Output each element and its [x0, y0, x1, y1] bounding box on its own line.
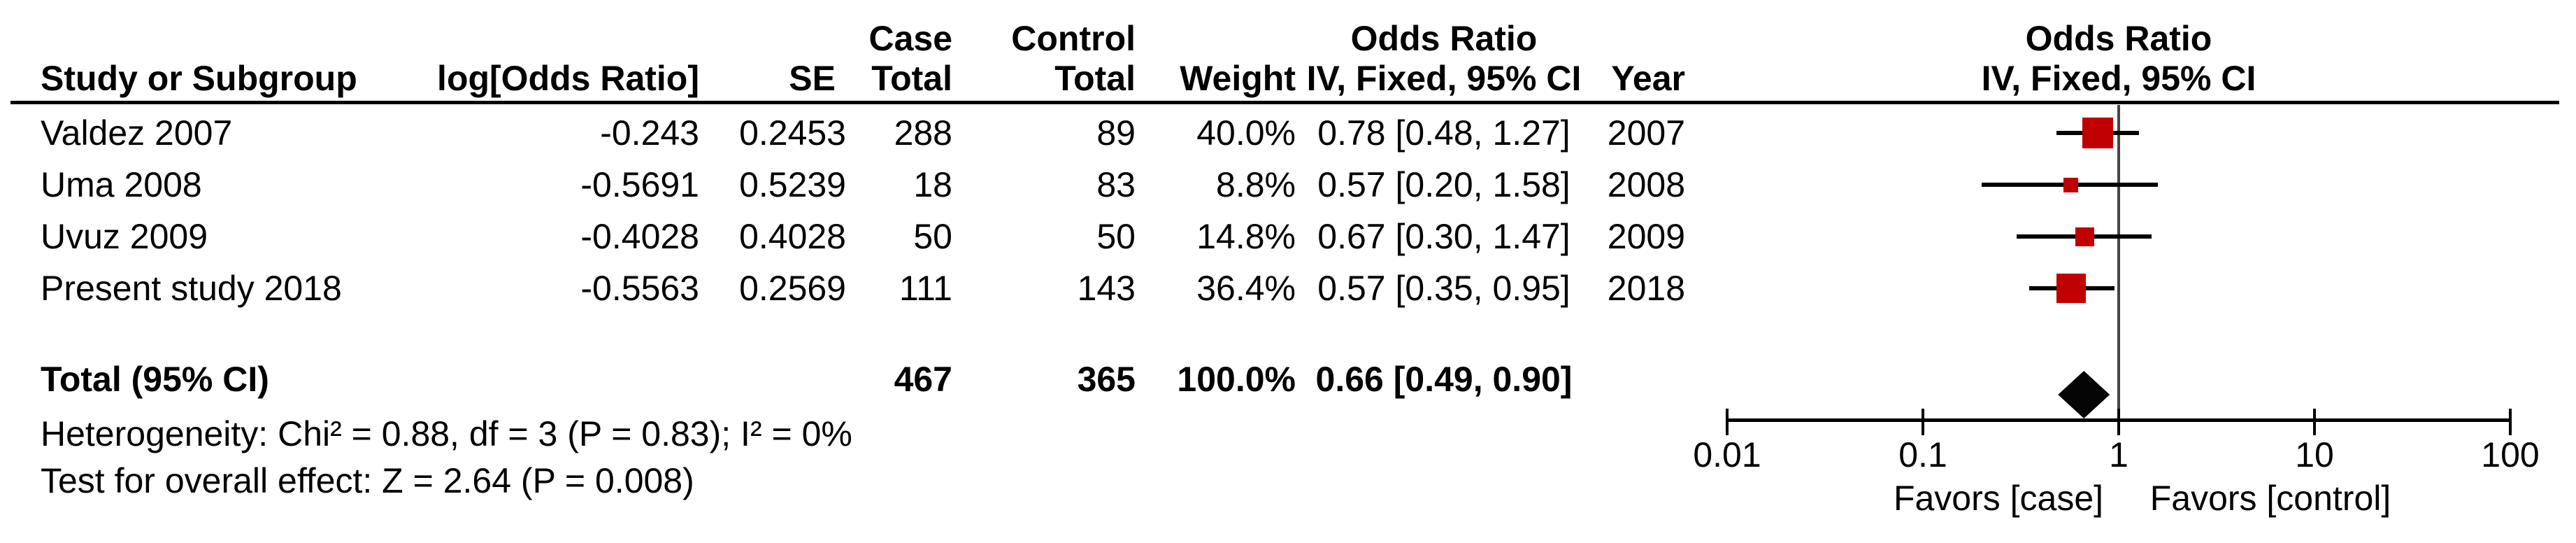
plot-header-or-ci: IV, Fixed, 95% CI	[1981, 59, 2256, 98]
row-log-or: -0.5691	[580, 165, 699, 204]
reference-line	[2117, 105, 2120, 420]
col-header-control-total: Total	[1054, 59, 1136, 98]
row-case-total: 111	[899, 269, 952, 308]
row-or-ci: 0.78 [0.48, 1.27]	[1317, 113, 1570, 153]
total-weight: 100.0%	[1177, 360, 1296, 399]
axis-tick-label-10: 10	[2295, 435, 2334, 474]
row-study-name: Uma 2008	[41, 165, 202, 204]
col-group-control: Control	[1011, 19, 1136, 58]
col-header-or-ci: IV, Fixed, 95% CI	[1306, 59, 1582, 98]
row-case-total: 18	[913, 165, 952, 204]
row-weight: 14.8%	[1196, 217, 1296, 256]
axis-tick-label-0.1: 0.1	[1898, 435, 1947, 474]
row-weight: 8.8%	[1216, 165, 1296, 204]
row-year: 2009	[1607, 217, 1685, 256]
axis-tick-100	[2509, 409, 2512, 435]
row-control-total: 50	[1096, 217, 1136, 256]
marker-square-3	[2056, 274, 2086, 303]
row-control-total: 89	[1096, 113, 1136, 153]
col-group-odds-ratio: Odds Ratio	[1350, 19, 1538, 58]
row-se: 0.5239	[739, 165, 846, 204]
total-or-ci: 0.66 [0.49, 0.90]	[1315, 360, 1573, 399]
row-weight: 36.4%	[1196, 269, 1296, 308]
marker-square-2	[2075, 227, 2094, 246]
plot-title-odds-ratio: Odds Ratio	[2025, 19, 2212, 58]
row-year: 2007	[1607, 113, 1685, 153]
header-divider-line	[10, 101, 2559, 104]
axis-tick-label-1: 1	[2109, 435, 2128, 474]
col-group-case: Case	[868, 19, 952, 58]
overall-effect-text: Test for overall effect: Z = 2.64 (P = 0…	[41, 461, 694, 500]
axis-tick-0.1	[1922, 409, 1924, 435]
axis-tick-1	[2117, 409, 2120, 435]
row-log-or: -0.5563	[580, 269, 699, 308]
row-se: 0.2569	[739, 269, 846, 308]
row-log-or: -0.4028	[580, 217, 699, 256]
row-case-total: 288	[894, 113, 952, 153]
row-year: 2018	[1607, 269, 1685, 308]
axis-tick-10	[2313, 409, 2316, 435]
row-se: 0.2453	[739, 113, 846, 153]
total-label: Total (95% CI)	[41, 360, 269, 399]
favors-control-label: Favors [control]	[2149, 479, 2391, 518]
row-study-name: Uvuz 2009	[41, 217, 208, 256]
total-case-total: 467	[894, 360, 952, 399]
col-header-weight: Weight	[1180, 59, 1296, 98]
row-study-name: Valdez 2007	[41, 113, 233, 153]
row-control-total: 143	[1077, 269, 1136, 308]
col-header-log-or: log[Odds Ratio]	[437, 59, 699, 98]
row-se: 0.4028	[739, 217, 846, 256]
axis-tick-label-0.01: 0.01	[1693, 435, 1761, 474]
col-header-year: Year	[1611, 59, 1685, 98]
row-study-name: Present study 2018	[41, 269, 342, 308]
row-or-ci: 0.57 [0.35, 0.95]	[1317, 269, 1570, 308]
col-header-study: Study or Subgroup	[41, 59, 357, 98]
marker-square-1	[2063, 177, 2079, 192]
marker-square-0	[2082, 118, 2113, 148]
favors-case-label: Favors [case]	[1893, 479, 2104, 518]
summary-diamond	[2058, 371, 2110, 418]
col-header-se: SE	[789, 59, 836, 98]
row-or-ci: 0.57 [0.20, 1.58]	[1317, 165, 1570, 204]
col-header-case-total: Total	[871, 59, 952, 98]
row-log-or: -0.243	[600, 113, 699, 153]
heterogeneity-text: Heterogeneity: Chi² = 0.88, df = 3 (P = …	[41, 414, 852, 453]
row-or-ci: 0.67 [0.30, 1.47]	[1317, 217, 1570, 256]
row-year: 2008	[1607, 165, 1685, 204]
axis-tick-0.01	[1726, 409, 1729, 435]
row-control-total: 83	[1096, 165, 1136, 204]
row-case-total: 50	[913, 217, 952, 256]
total-control-total: 365	[1077, 360, 1136, 399]
axis-tick-label-100: 100	[2481, 435, 2540, 474]
row-weight: 40.0%	[1196, 113, 1296, 153]
